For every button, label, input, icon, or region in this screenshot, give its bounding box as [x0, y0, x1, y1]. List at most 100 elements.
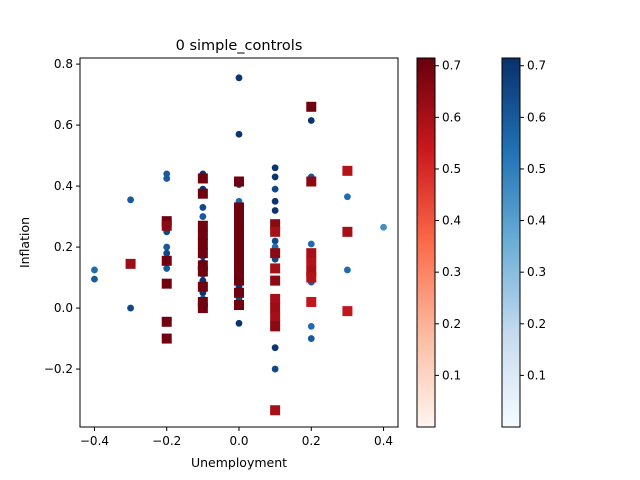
square-point-49 [342, 306, 353, 317]
colorbar-blues-gradient [501, 57, 521, 428]
y-tick-label-2: 0.2 [54, 240, 73, 254]
square-point-42 [306, 248, 317, 259]
circle-point-15 [199, 213, 207, 220]
square-point-46 [306, 296, 317, 307]
circle-point-50 [235, 319, 243, 327]
circle-point-78 [344, 266, 351, 274]
square-point-20 [234, 211, 244, 222]
circle-point-0 [91, 266, 98, 274]
square-point-8 [197, 188, 208, 199]
circle-point-3 [127, 304, 134, 312]
colorbar-reds-tick-label-4: 0.5 [442, 162, 461, 176]
y-axis-label: Inflation [17, 217, 32, 268]
circle-point-51 [271, 164, 279, 172]
square-point-40 [306, 101, 317, 112]
colorbar-reds-tick-label-1: 0.2 [442, 317, 461, 331]
circle-point-31 [235, 130, 243, 138]
y-tick-label-4: 0.6 [54, 118, 73, 132]
square-point-15 [197, 281, 208, 292]
circle-point-9 [163, 249, 171, 257]
colorbar-blues-tick-label-2: 0.3 [527, 265, 546, 279]
square-point-5 [161, 316, 172, 327]
square-point-36 [270, 303, 281, 314]
y-tick-label-5: 0.8 [54, 57, 73, 71]
colorbar-reds: 0.1 0.2 0.3 0.4 0.5 0.6 0.7 [416, 57, 461, 428]
square-point-28 [234, 287, 244, 298]
square-point-29 [234, 300, 244, 311]
circle-point-1 [91, 275, 98, 283]
points-layer [91, 74, 387, 416]
colorbar-reds-tick-label-0: 0.1 [442, 368, 461, 382]
colorbar-blues-tick-label-3: 0.4 [527, 214, 546, 228]
circle-point-14 [199, 204, 207, 211]
square-point-2 [161, 220, 172, 231]
square-point-6 [161, 333, 172, 344]
square-point-23 [234, 239, 244, 250]
square-point-26 [234, 266, 244, 277]
colorbar-blues-ticks: 0.1 0.2 0.3 0.4 0.5 0.6 0.7 [520, 59, 546, 382]
square-point-33 [270, 263, 281, 274]
colorbar-reds-tick-label-2: 0.3 [442, 265, 461, 279]
colorbar-reds-tick-label-6: 0.7 [442, 59, 461, 73]
circle-point-67 [271, 365, 279, 373]
square-point-35 [270, 293, 281, 304]
circle-point-68 [307, 117, 315, 124]
square-point-43 [306, 257, 317, 268]
circle-point-11 [163, 265, 171, 272]
square-point-10 [197, 229, 208, 240]
circle-point-54 [271, 197, 279, 205]
square-point-11 [197, 239, 208, 250]
circle-point-70 [307, 240, 315, 248]
square-point-4 [161, 278, 172, 289]
square-point-47 [342, 165, 353, 176]
square-point-16 [197, 296, 208, 307]
y-tick-label-3: 0.4 [54, 179, 73, 193]
circle-point-52 [271, 173, 279, 181]
colorbar-reds-tick-label-3: 0.4 [442, 214, 461, 228]
circle-point-80 [380, 223, 387, 231]
circle-point-2 [127, 196, 134, 204]
square-point-17 [197, 303, 208, 314]
square-point-32 [270, 248, 281, 259]
square-point-18 [234, 176, 244, 187]
square-point-27 [234, 275, 244, 286]
x-tick-label-4: 0.4 [374, 434, 393, 448]
colorbar-reds-tick-label-5: 0.6 [442, 110, 461, 124]
y-axis: −0.2 0.0 0.2 0.4 0.6 0.8 [44, 57, 80, 376]
y-tick-label-1: 0.0 [54, 301, 73, 315]
circle-point-77 [344, 193, 351, 201]
circle-point-55 [271, 207, 279, 214]
square-point-41 [306, 176, 317, 187]
square-point-44 [306, 266, 317, 277]
square-point-19 [234, 202, 244, 213]
x-tick-label-0: −0.4 [80, 434, 109, 448]
circle-point-8 [163, 243, 171, 251]
circle-point-53 [271, 185, 279, 193]
square-point-48 [342, 226, 353, 237]
colorbar-reds-ticks: 0.1 0.2 0.3 0.4 0.5 0.6 0.7 [435, 59, 461, 382]
square-point-22 [234, 229, 244, 240]
colorbar-blues-tick-label-6: 0.7 [527, 59, 546, 73]
circle-point-5 [163, 175, 171, 182]
square-point-39 [270, 405, 281, 416]
x-tick-label-3: 0.2 [302, 434, 321, 448]
square-point-34 [270, 275, 281, 286]
square-point-7 [197, 173, 208, 184]
square-point-45 [306, 272, 317, 283]
square-point-9 [197, 220, 208, 231]
square-point-13 [197, 260, 208, 271]
circle-point-66 [271, 344, 279, 352]
square-point-38 [270, 321, 281, 332]
x-axis-label: Unemployment [191, 455, 287, 470]
y-tick-label-0: −0.2 [44, 362, 73, 376]
square-point-14 [197, 266, 208, 277]
square-point-21 [234, 220, 244, 231]
colorbar-blues-tick-label-4: 0.5 [527, 162, 546, 176]
x-tick-label-1: −0.2 [152, 434, 181, 448]
chart-title: 0 simple_controls [176, 38, 303, 54]
square-point-0 [125, 258, 136, 269]
square-point-30 [270, 219, 281, 230]
square-point-37 [270, 312, 281, 323]
circle-point-30 [235, 74, 243, 82]
